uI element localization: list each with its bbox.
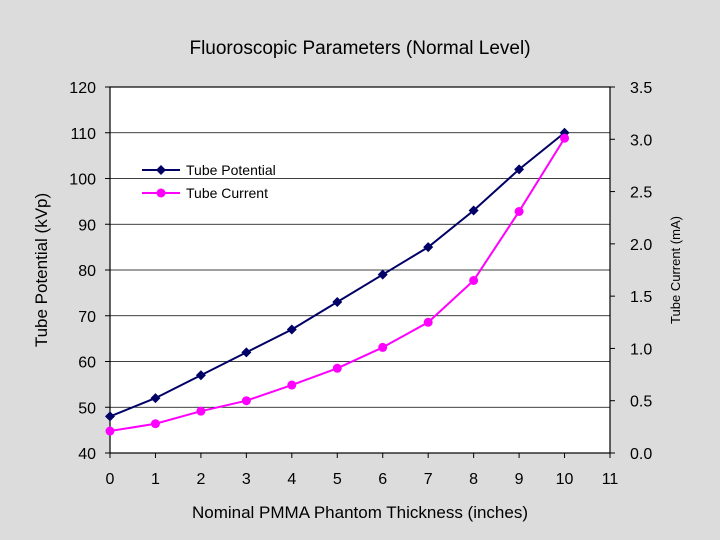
x-tick-label: 1 [151, 471, 160, 488]
x-tick-label: 7 [424, 471, 433, 488]
data-point-potential [468, 205, 479, 216]
x-tick-label: 3 [242, 471, 251, 488]
series-layer [105, 127, 570, 436]
data-point-current [150, 419, 160, 429]
y2-tick-label: 2.5 [630, 185, 652, 202]
y2-tick-label: 3.0 [630, 132, 652, 149]
legend-label-current: Tube Current [186, 185, 268, 201]
y2-tick-label: 0.5 [630, 394, 652, 411]
y2-axis-label: Tube Current (mA) [668, 216, 683, 324]
data-point-potential [105, 411, 115, 422]
y-axis-label: Tube Potential (kVp) [32, 193, 51, 347]
data-point-potential [332, 297, 343, 308]
data-point-potential [377, 269, 388, 280]
x-tick-label: 11 [602, 471, 619, 488]
data-point-potential [195, 370, 206, 381]
data-point-potential [286, 324, 297, 335]
y-tick-label: 60 [78, 355, 96, 372]
data-point-current [287, 380, 297, 390]
data-point-current [105, 426, 115, 436]
data-point-current [332, 363, 342, 373]
y2-tick-labels: 0.0 0.5 1.0 1.5 2.0 2.5 3.0 3.5 [630, 80, 652, 463]
x-tick-label: 2 [196, 471, 205, 488]
y2-tick-label: 1.5 [630, 289, 652, 306]
data-point-potential [423, 242, 434, 253]
data-point-current [378, 342, 388, 352]
legend-marker-current [156, 188, 166, 198]
y-tick-label: 100 [69, 172, 96, 189]
legend: Tube Potential Tube Current [142, 162, 276, 201]
y-tick-label: 120 [69, 80, 96, 97]
y-tick-label: 80 [78, 263, 96, 280]
data-point-current [469, 275, 479, 285]
y-tick-label: 110 [70, 126, 96, 143]
y2-tick-label: 1.0 [630, 341, 652, 358]
data-point-potential [241, 347, 252, 358]
y2-tick-label: 0.0 [630, 446, 652, 463]
data-point-current [423, 317, 433, 327]
x-axis-label: Nominal PMMA Phantom Thickness (inches) [192, 503, 528, 522]
x-tick-label: 5 [333, 471, 342, 488]
x-tick-label: 10 [556, 471, 574, 488]
data-point-current [196, 406, 206, 416]
gridlines [105, 86, 615, 458]
legend-label-potential: Tube Potential [186, 162, 276, 178]
x-tick-label: 6 [378, 471, 387, 488]
data-point-current [560, 133, 570, 143]
data-point-current [514, 206, 524, 216]
y-tick-label: 50 [78, 400, 96, 417]
x-tick-label: 4 [287, 471, 296, 488]
legend-marker-potential [156, 165, 166, 175]
x-tick-labels: 0 1 2 3 4 5 6 7 8 9 10 11 [106, 471, 619, 488]
data-point-current [241, 396, 251, 406]
y-tick-label: 40 [78, 446, 96, 463]
x-tick-label: 9 [515, 471, 524, 488]
y2-tick-label: 3.5 [630, 80, 652, 97]
y-tick-label: 90 [78, 217, 96, 234]
x-tick-label: 8 [469, 471, 478, 488]
y2-tick-label: 2.0 [630, 237, 652, 254]
data-point-potential [514, 164, 525, 175]
x-tick-label: 0 [106, 471, 115, 488]
data-point-potential [150, 393, 161, 404]
y-tick-labels: 40 50 60 70 80 90 100 110 120 [69, 80, 96, 463]
chart-title: Fluoroscopic Parameters (Normal Level) [189, 38, 530, 59]
y-tick-label: 70 [78, 309, 96, 326]
